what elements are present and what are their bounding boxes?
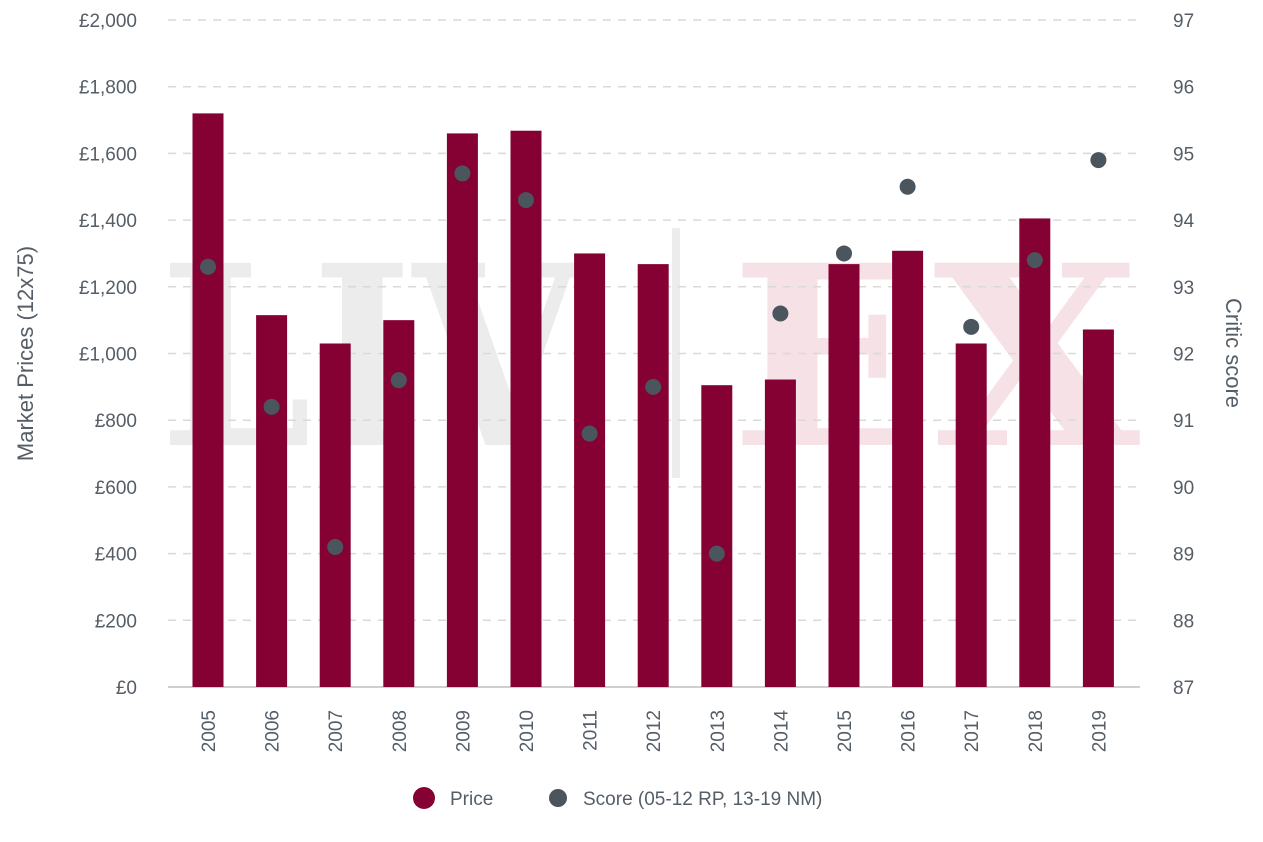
legend-price-swatch: [413, 787, 435, 809]
right-axis-tick-label: 87: [1173, 678, 1194, 699]
x-axis-tick-label: 2019: [1089, 710, 1110, 752]
legend-score-label: Score (05-12 RP, 13-19 NM): [583, 789, 822, 810]
score-point-2010: [518, 192, 534, 209]
x-axis-ticks: 2005 2006 2007 2008 2009 2010 2011 2012 2013 2014…: [199, 710, 1110, 753]
price-bar-2016: [892, 250, 924, 688]
x-axis-tick-label: 2013: [708, 710, 729, 752]
price-bars: [192, 113, 1114, 688]
price-bar-2013: [701, 385, 733, 687]
score-point-2017: [963, 318, 980, 335]
right-axis-tick-label: 94: [1173, 211, 1195, 232]
left-axis-tick-label: £800: [95, 411, 137, 432]
left-axis-tick-label: £1,200: [79, 278, 137, 299]
score-point-2018: [1026, 252, 1043, 269]
legend-score-swatch: [549, 789, 567, 807]
right-axis-tick-label: 90: [1173, 478, 1194, 499]
score-point-2012: [645, 378, 662, 395]
x-axis-tick-label: 2006: [263, 710, 284, 752]
left-axis-tick-label: £600: [95, 478, 137, 499]
score-points: [200, 152, 1107, 562]
score-point-2016: [899, 178, 916, 195]
right-axis-tick-label: 92: [1173, 345, 1194, 366]
right-axis-tick-label: 93: [1173, 278, 1194, 299]
score-point-2008: [390, 372, 407, 389]
price-bar-2014: [764, 379, 796, 687]
price-bar-2017: [955, 343, 987, 687]
left-axis-tick-label: £1,800: [79, 78, 137, 99]
score-point-2009: [454, 165, 471, 182]
price-bar-2007: [319, 343, 351, 687]
right-axis-title: Critic score: [1221, 298, 1246, 408]
svg-text:EX: EX: [730, 210, 1140, 504]
legend: Price Score (05-12 RP, 13-19 NM): [413, 787, 822, 810]
x-axis-tick-label: 2005: [199, 710, 220, 752]
left-axis-tick-label: £0: [116, 678, 137, 699]
score-point-2019: [1090, 152, 1107, 169]
right-axis-tick-label: 88: [1173, 611, 1194, 632]
score-point-2014: [772, 305, 789, 322]
x-axis-tick-label: 2018: [1026, 710, 1047, 752]
x-axis-tick-label: 2014: [771, 710, 792, 753]
price-bar-2015: [828, 264, 860, 687]
left-axis-title: Market Prices (12x75): [13, 246, 38, 461]
price-bar-2006: [256, 315, 288, 687]
left-axis-tick-label: £200: [95, 611, 137, 632]
score-point-2005: [200, 258, 216, 275]
left-axis-tick-label: £1,000: [79, 345, 137, 366]
right-axis-tick-label: 95: [1173, 144, 1194, 165]
left-axis-tick-label: £400: [95, 545, 137, 566]
right-axis-tick-label: 97: [1173, 11, 1194, 32]
x-axis-tick-label: 2010: [517, 710, 538, 752]
price-bar-2005: [192, 113, 224, 687]
price-bar-2009: [446, 133, 478, 687]
score-point-2015: [836, 245, 852, 262]
price-bar-2010: [510, 130, 542, 688]
left-axis-tick-label: £1,400: [79, 211, 137, 232]
right-axis-tick-label: 96: [1173, 78, 1194, 99]
right-axis-tick-label: 91: [1173, 411, 1194, 432]
left-axis-tick-label: £1,600: [79, 144, 137, 165]
score-point-2007: [327, 538, 344, 555]
score-point-2013: [708, 545, 725, 562]
left-axis-tick-label: £2,000: [79, 11, 137, 32]
score-point-2011: [581, 425, 598, 442]
x-axis-tick-label: 2007: [326, 710, 347, 752]
price-bar-2011: [574, 253, 606, 687]
x-axis-tick-label: 2012: [644, 710, 665, 752]
score-point-2006: [263, 398, 280, 415]
x-axis-tick-label: 2009: [453, 710, 474, 752]
right-axis-ticks: 87 88 89 90 91 92 93 94 95 96 97: [1173, 11, 1195, 699]
price-bar-2018: [1019, 218, 1051, 687]
legend-price-label: Price: [450, 789, 493, 810]
x-axis-tick-label: 2011: [581, 710, 602, 751]
right-axis-tick-label: 89: [1173, 545, 1194, 566]
x-axis-tick-label: 2017: [962, 710, 983, 752]
x-axis-tick-label: 2016: [899, 710, 920, 752]
left-axis-ticks: £0 £200 £400 £600 £800 £1,000 £1,200 £1,400 £1,6…: [79, 11, 137, 699]
x-axis-tick-label: 2008: [390, 710, 411, 752]
price-bar-2019: [1082, 329, 1114, 687]
price-bar-2012: [637, 264, 669, 687]
x-axis-tick-label: 2015: [835, 710, 856, 752]
